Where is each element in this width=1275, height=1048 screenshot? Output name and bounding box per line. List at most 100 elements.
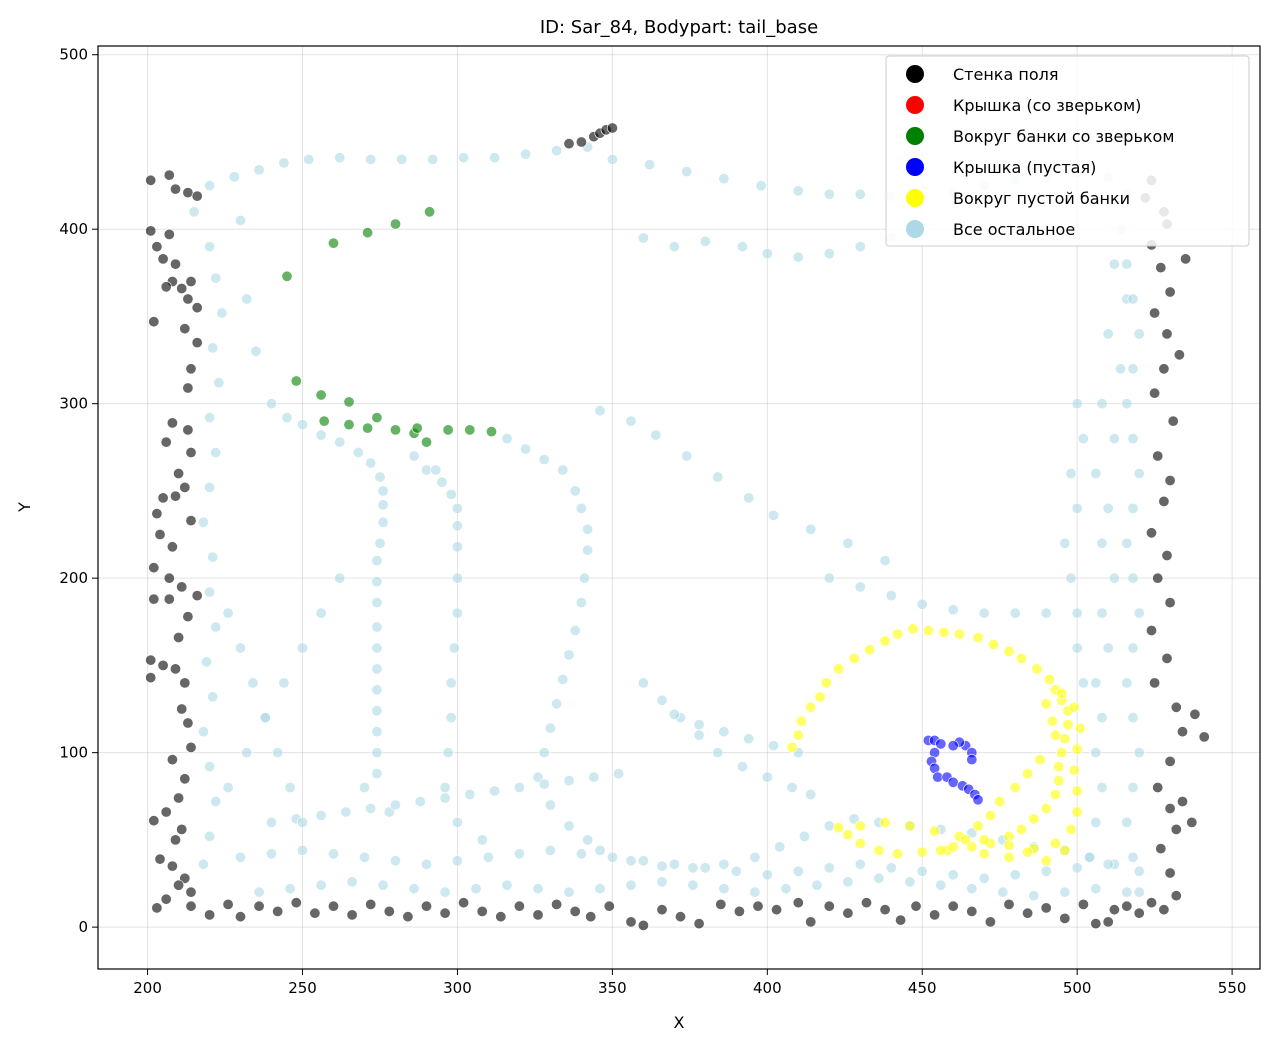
data-point [451,502,463,514]
data-point [371,747,383,759]
data-point [1161,328,1173,340]
data-point [420,900,432,912]
data-point [411,422,423,434]
data-point [315,607,327,619]
data-point [916,865,928,877]
legend-marker [906,189,924,207]
data-point [1059,733,1071,745]
data-point [842,876,854,888]
data-point [1022,907,1034,919]
data-point [637,232,649,244]
data-point [606,122,618,134]
data-point [185,275,197,287]
data-point [1164,755,1176,767]
data-point [160,806,172,818]
data-point [953,628,965,640]
legend-marker [906,220,924,238]
data-point [176,581,188,593]
data-point [1186,816,1198,828]
data-point [650,429,662,441]
data-point [290,897,302,909]
data-point [656,876,668,888]
data-point [1040,855,1052,867]
data-point [1170,701,1182,713]
data-point [1108,572,1120,584]
data-point [544,799,556,811]
data-point [315,389,327,401]
data-point [371,576,383,588]
data-point [1096,712,1108,724]
data-point [197,516,209,528]
data-point [922,624,934,636]
data-point [182,382,194,394]
data-point [334,152,346,164]
data-point [145,672,157,684]
data-point [947,900,959,912]
data-point [805,916,817,928]
data-point [873,872,885,884]
data-point [377,516,389,528]
data-point [575,502,587,514]
data-point [1189,708,1201,720]
data-point [761,248,773,260]
data-point [532,771,544,783]
data-point [895,914,907,926]
legend-label: Вокруг банки со зверьком [953,127,1174,146]
data-point [160,436,172,448]
data-point [1149,677,1161,689]
data-point [154,528,166,540]
data-point [485,426,497,438]
y-axis-label: Y [15,502,34,513]
data-point [966,905,978,917]
legend-marker [906,127,924,145]
data-point [185,886,197,898]
data-point [296,642,308,654]
data-point [625,916,637,928]
data-point [1090,883,1102,895]
data-point [864,644,876,656]
data-point [163,169,175,181]
data-point [687,862,699,874]
data-point [1040,607,1052,619]
data-point [173,631,185,643]
data-point [207,691,219,703]
legend: Стенка поля Крышка (со зверьком) Вокруг ба… [885,55,1250,247]
data-point [795,715,807,727]
x-tick-label: 350 [598,979,627,997]
data-point [445,677,457,689]
data-point [1071,862,1083,874]
data-point [1059,844,1071,856]
data-point [557,673,569,685]
data-point [854,581,866,593]
data-point [1096,537,1108,549]
data-point [668,241,680,253]
data-point [371,705,383,717]
data-point [166,541,178,553]
data-point [625,415,637,427]
data-point [588,771,600,783]
data-point [771,904,783,916]
data-point [151,902,163,914]
data-point [814,691,826,703]
axis-ticks: 200 250 300 350 400 450 500 550 0 100 200 300 400 500 [59,46,1246,997]
data-point [1071,806,1083,818]
data-point [151,241,163,253]
data-point [904,876,916,888]
data-point [420,436,432,448]
data-point [1158,904,1170,916]
data-point [984,809,996,821]
legend-label: Стенка поля [953,65,1058,84]
data-point [365,153,377,165]
data-point [204,586,216,598]
data-point [1050,729,1062,741]
data-point [163,593,175,605]
data-point [718,726,730,738]
x-tick-label: 200 [133,979,162,997]
data-point [1149,307,1161,319]
data-point [854,837,866,849]
data-point [966,754,978,766]
data-point [358,851,370,863]
data-point [978,872,990,884]
data-point [272,905,284,917]
data-point [972,631,984,643]
